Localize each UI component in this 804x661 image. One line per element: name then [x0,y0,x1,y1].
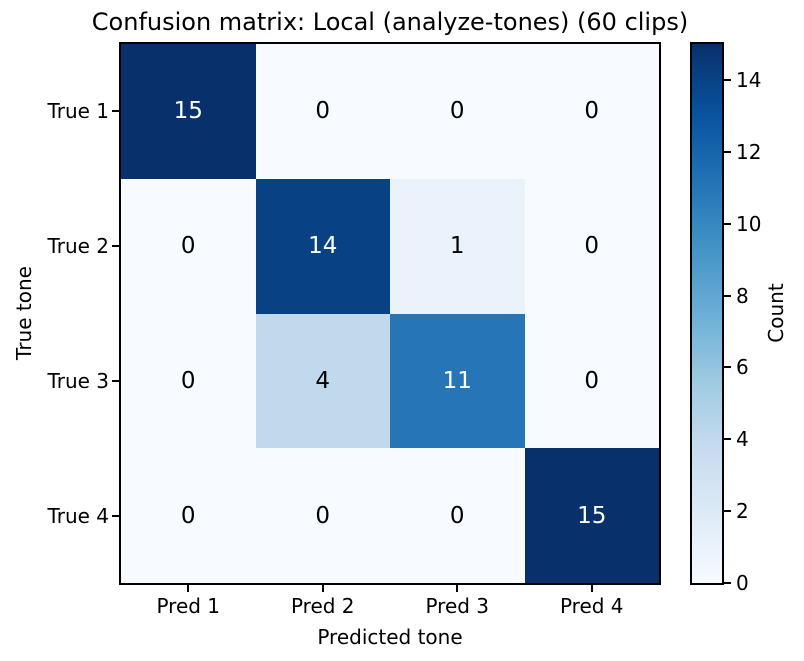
colorbar-tick-mark [724,438,731,441]
heatmap-axes: 15 0 0 0 0 14 1 0 0 4 11 0 0 0 0 15 [119,42,661,585]
colorbar-tick-mark [724,510,731,513]
colorbar-tick-mark [724,366,731,369]
y-tick-label: True 4 [47,503,109,528]
colorbar-tick-mark [724,150,731,153]
colorbar-tick-label: 6 [736,355,749,380]
heatmap-cell-r1c3: 0 [390,44,525,179]
colorbar-tick-mark [724,222,731,225]
heatmap-cell-r2c2: 14 [255,178,390,314]
x-tick-label: Pred 1 [156,594,221,618]
heatmap-cell-r2c4: 0 [524,178,659,314]
colorbar-gradient [692,44,722,583]
chart-title: Confusion matrix: Local (analyze-tones) … [91,8,689,36]
y-tick-mark [112,245,119,248]
heatmap-cell-r3c4: 0 [524,313,659,449]
colorbar-tick-label: 10 [736,211,762,236]
heatmap-cell-r3c3: 11 [390,313,525,449]
colorbar [690,42,724,585]
colorbar-tick-mark [724,294,731,297]
y-tick-label: True 3 [47,368,109,393]
x-tick-mark [590,585,593,592]
colorbar-tick-label: 0 [736,571,749,595]
x-axis-label: Predicted tone [317,625,463,649]
heatmap-cell-r2c1: 0 [121,178,256,314]
x-tick-label: Pred 4 [559,594,624,618]
y-axis-label: True tone [12,266,36,360]
colorbar-tick-mark [724,582,731,584]
y-tick-mark [112,110,119,113]
y-tick-label: True 1 [47,99,109,124]
colorbar-label: Count [764,283,788,343]
colorbar-tick-label: 8 [736,283,749,308]
heatmap-grid: 15 0 0 0 0 14 1 0 0 4 11 0 0 0 0 15 [121,44,659,583]
heatmap-cell-r4c3: 0 [390,448,525,583]
colorbar-tick-mark [724,78,731,81]
heatmap-cell-r1c4: 0 [524,44,659,179]
colorbar-tick-label: 4 [736,427,749,452]
y-tick-mark [112,379,119,382]
heatmap-cell-r4c1: 0 [121,448,256,583]
x-tick-mark [321,585,324,592]
y-tick-label: True 2 [47,234,109,259]
colorbar-tick-label: 14 [736,67,762,92]
x-tick-mark [456,585,459,592]
heatmap-cell-r4c4: 15 [524,448,659,583]
x-tick-label: Pred 3 [425,594,490,618]
heatmap-cell-r1c2: 0 [255,44,390,179]
colorbar-tick-label: 2 [736,499,749,524]
heatmap-cell-r4c2: 0 [255,448,390,583]
heatmap-cell-r3c1: 0 [121,313,256,449]
x-tick-mark [187,585,190,592]
y-tick-mark [112,514,119,517]
heatmap-cell-r3c2: 4 [255,313,390,449]
x-tick-label: Pred 2 [290,594,355,618]
colorbar-tick-label: 12 [736,139,762,164]
heatmap-cell-r1c1: 15 [121,44,256,179]
heatmap-cell-r2c3: 1 [390,178,525,314]
